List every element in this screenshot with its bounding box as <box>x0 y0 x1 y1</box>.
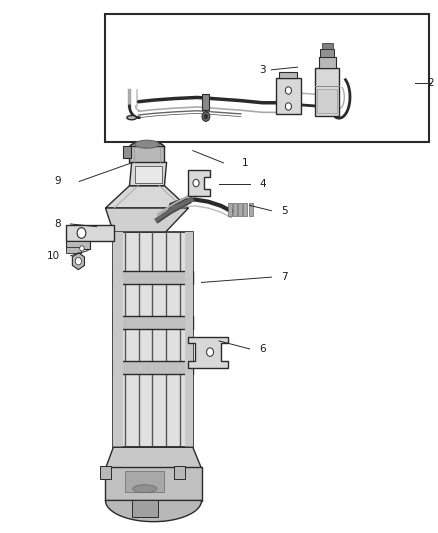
Circle shape <box>75 257 81 265</box>
Text: 10: 10 <box>46 251 60 261</box>
Bar <box>113 271 193 284</box>
Circle shape <box>80 246 84 251</box>
Bar <box>317 89 337 113</box>
Bar <box>320 49 334 57</box>
Polygon shape <box>188 170 210 196</box>
Circle shape <box>204 115 208 119</box>
Bar <box>321 43 333 49</box>
Bar <box>238 203 242 216</box>
Bar <box>130 147 164 163</box>
Bar <box>125 471 164 492</box>
Bar <box>135 166 162 183</box>
Polygon shape <box>130 163 166 185</box>
Bar <box>66 225 114 241</box>
Bar <box>106 14 428 142</box>
Bar <box>66 241 90 249</box>
Bar <box>100 466 111 479</box>
Bar <box>132 500 158 518</box>
Circle shape <box>77 228 86 238</box>
Text: 9: 9 <box>54 176 61 187</box>
Bar <box>318 57 336 68</box>
Text: 3: 3 <box>259 65 266 75</box>
Bar <box>66 247 81 253</box>
Bar <box>113 316 193 329</box>
Bar <box>123 147 131 158</box>
Ellipse shape <box>127 116 137 120</box>
Polygon shape <box>72 253 85 270</box>
Text: 4: 4 <box>259 179 266 189</box>
Bar <box>244 203 247 216</box>
Ellipse shape <box>130 142 164 154</box>
Circle shape <box>286 87 291 94</box>
Bar <box>249 203 253 216</box>
Bar <box>233 203 237 216</box>
Ellipse shape <box>133 484 157 492</box>
Text: 8: 8 <box>54 219 61 229</box>
Text: 1: 1 <box>242 158 248 168</box>
Ellipse shape <box>135 140 159 148</box>
Text: 5: 5 <box>281 206 288 216</box>
Bar <box>113 361 193 374</box>
Text: 7: 7 <box>281 272 288 282</box>
Text: 6: 6 <box>259 344 266 354</box>
Polygon shape <box>106 447 201 469</box>
Bar <box>113 232 193 447</box>
Circle shape <box>193 179 199 187</box>
Bar <box>106 467 201 502</box>
Circle shape <box>286 103 291 110</box>
Bar <box>113 232 123 447</box>
Bar <box>185 232 193 447</box>
Bar <box>174 466 185 479</box>
Polygon shape <box>106 208 188 232</box>
Polygon shape <box>188 337 228 368</box>
Circle shape <box>207 348 214 357</box>
Circle shape <box>202 112 210 122</box>
Bar <box>202 94 209 110</box>
Bar <box>315 68 339 116</box>
Text: 2: 2 <box>427 78 434 88</box>
Polygon shape <box>106 500 201 522</box>
Bar <box>279 72 297 78</box>
Bar <box>228 203 232 216</box>
Bar <box>276 78 301 115</box>
Polygon shape <box>106 185 188 208</box>
